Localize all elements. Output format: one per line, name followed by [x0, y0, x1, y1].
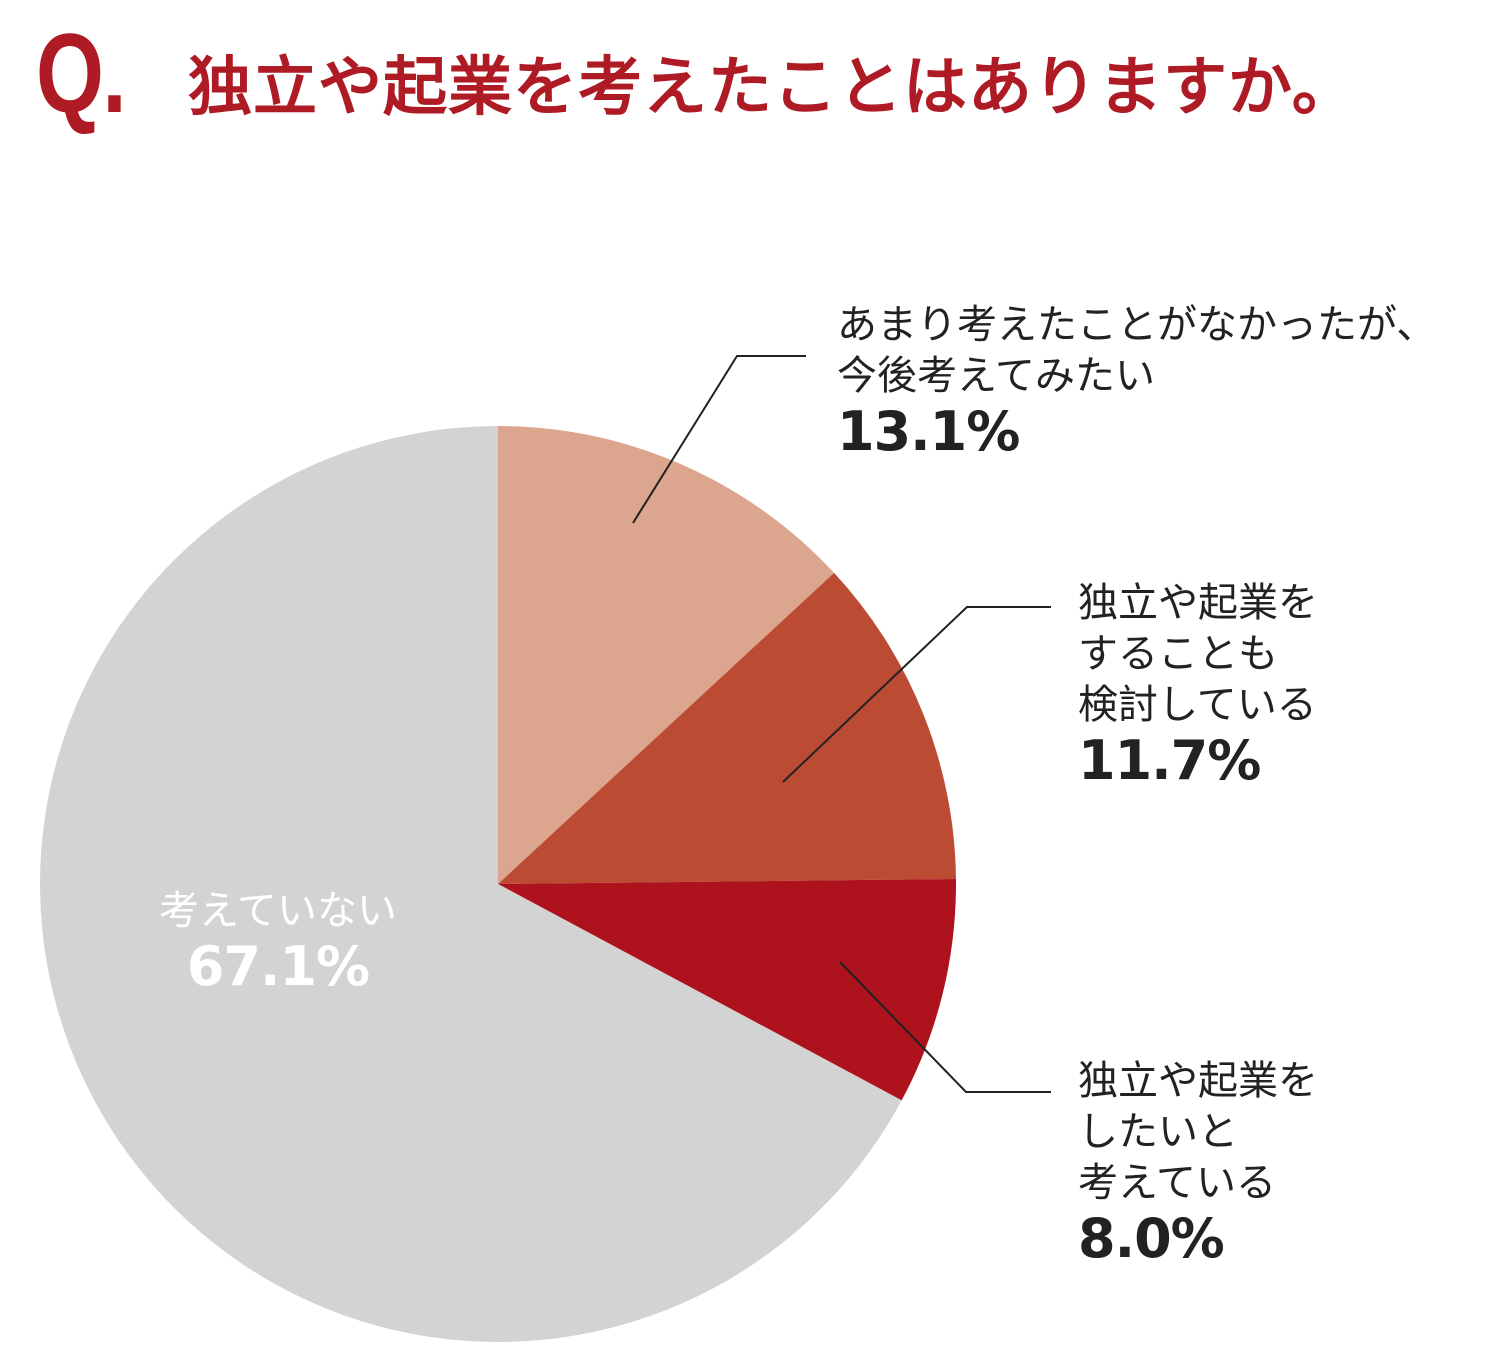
pie-slice-considering [498, 572, 956, 884]
slice-value-label: 13.1% [837, 400, 1020, 463]
slice-label-line: 独立や起業を [1078, 580, 1318, 626]
slice-label-line: あまり考えたことがなかったが、 [837, 302, 1437, 348]
slice-label-line: 今後考えてみたい [837, 353, 1155, 399]
slice-label-plan: あまり考えたことがなかったが、 今後考えてみたい 13.1% [837, 300, 1436, 462]
slice-label-line: したいと [1078, 1109, 1238, 1155]
leader-line-plan [632, 355, 806, 524]
slice-label-line: 考えている [1078, 1160, 1276, 1206]
leader-line-want [839, 961, 1051, 1093]
slice-label-considering: 独立や起業を することも 検討している 11.7% [1078, 578, 1318, 791]
slice-value-label: 8.0% [1078, 1207, 1225, 1270]
slice-value-label: 11.7% [1078, 729, 1261, 792]
question-text: 独立や起業を考えたことはありますか。 [188, 51, 1357, 125]
pie-slices [39, 426, 956, 1342]
slice-label-not-considering: 考えていない 67.1% [138, 885, 418, 997]
slice-label-line: 独立や起業を [1078, 1058, 1318, 1104]
pie-slice-plan [498, 426, 835, 884]
slice-label-line: 検討している [1078, 682, 1317, 728]
slice-label-line: 考えていない [159, 888, 397, 934]
leader-line-considering [782, 606, 1051, 783]
question-title: Q. 独立や起業を考えたことはありますか。 [36, 11, 1356, 136]
leader-lines [632, 355, 1051, 1093]
question-mark: Q. [36, 11, 127, 136]
pie-slice-want [498, 878, 956, 1101]
slice-label-want: 独立や起業を したいと 考えている 8.0% [1078, 1056, 1318, 1269]
slice-value-label: 67.1% [186, 935, 370, 998]
pie-slice-not-considering [39, 426, 902, 1342]
slice-label-line: することも [1078, 631, 1278, 677]
